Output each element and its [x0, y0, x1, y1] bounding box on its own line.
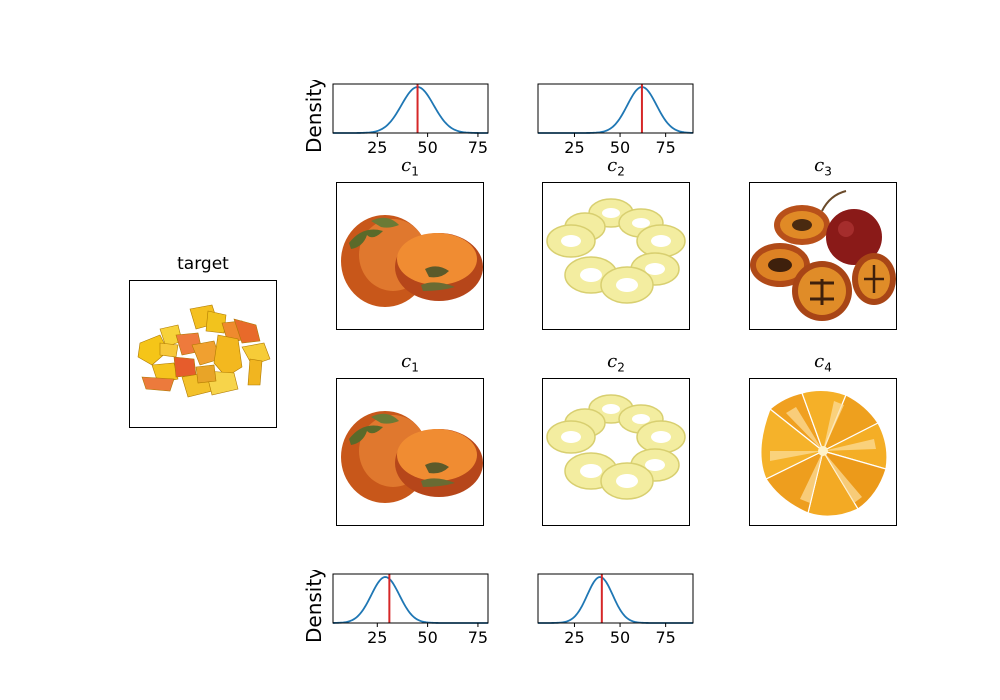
y-axis-label: Density: [302, 80, 326, 153]
row2-panel3-image: [749, 378, 897, 526]
density-plot-top-2: 25 50 75: [537, 83, 694, 157]
row1-panel2-title: c2: [607, 155, 625, 179]
plot-frame: [537, 83, 694, 134]
x-tick-label: 50: [610, 628, 630, 647]
density-curve: [333, 86, 488, 134]
x-tick-label: 50: [417, 628, 437, 647]
tamarillo-halves-icon: [750, 190, 896, 321]
row2-panel2-image: [542, 378, 690, 526]
x-tick-label: 25: [367, 138, 387, 157]
plot-frame: [332, 573, 489, 624]
density-plot-bottom-1: 25 50 75 Density: [302, 570, 489, 647]
mixed-fruit-chunks-icon: [137, 304, 271, 398]
row1-panel3-image: [749, 182, 897, 330]
x-tick-label: 50: [610, 138, 630, 157]
target-title: target: [177, 254, 229, 274]
row2-panel3-title: c4: [814, 351, 832, 375]
plot-frame: [332, 83, 489, 134]
pineapple-rings-icon: [546, 394, 686, 500]
x-tick-label: 75: [468, 628, 488, 647]
density-plot-bottom-2: 25 50 75: [537, 573, 694, 647]
row1-panel3-title: c3: [814, 155, 832, 179]
row1-panel1-title: c1: [401, 155, 419, 179]
row2-panel2-title: c2: [607, 351, 625, 375]
row1-panel2-image: [542, 182, 690, 330]
row2-panel1-title: c1: [401, 351, 419, 375]
density-curve: [538, 576, 693, 624]
row1-panel1-image: [336, 182, 484, 330]
y-axis-label: Density: [302, 570, 326, 643]
density-curve: [538, 86, 694, 134]
x-tick-label: 25: [564, 628, 584, 647]
persimmon-halves-icon: [341, 215, 483, 307]
persimmon-halves-icon: [341, 411, 483, 503]
density-plot-top-1: 25 50 75 Density: [302, 80, 489, 157]
x-tick-label: 25: [367, 628, 387, 647]
x-tick-label: 75: [655, 628, 675, 647]
target-image: [129, 280, 277, 428]
x-tick-label: 75: [655, 138, 675, 157]
x-tick-label: 25: [564, 138, 584, 157]
row2-panel1-image: [336, 378, 484, 526]
pineapple-rings-icon: [546, 198, 686, 304]
density-curve: [332, 576, 488, 624]
orange-segments-icon: [760, 389, 888, 517]
x-tick-label: 50: [417, 138, 437, 157]
plot-frame: [537, 573, 694, 624]
x-tick-label: 75: [468, 138, 488, 157]
